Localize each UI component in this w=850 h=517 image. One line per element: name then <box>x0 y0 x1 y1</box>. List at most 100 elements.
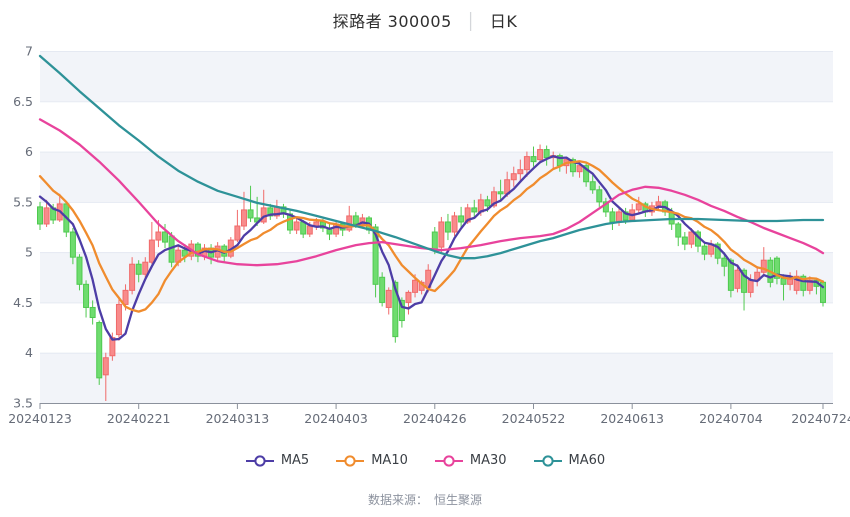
candle[interactable] <box>359 217 366 225</box>
candle[interactable] <box>688 231 695 245</box>
candle[interactable] <box>392 281 399 338</box>
legend-item-ma10[interactable]: MA10 <box>335 453 408 468</box>
candle[interactable] <box>675 223 682 238</box>
candle[interactable] <box>293 221 300 231</box>
candle[interactable] <box>484 199 491 207</box>
candle[interactable] <box>319 221 326 229</box>
legend-label: MA60 <box>568 453 606 468</box>
candle[interactable] <box>721 257 728 267</box>
x-axis-label: 20240123 <box>8 411 72 426</box>
x-axis: 20240123 20240221 20240313 20240403 20240426… <box>8 403 850 426</box>
price-bands <box>40 51 833 403</box>
candle[interactable] <box>622 211 629 221</box>
candle[interactable] <box>523 156 530 171</box>
candle[interactable] <box>576 165 583 173</box>
legend-item-ma30[interactable]: MA30 <box>434 453 507 468</box>
candle[interactable] <box>741 269 748 293</box>
candle[interactable] <box>122 289 129 305</box>
candle[interactable] <box>491 191 498 207</box>
legend-item-ma5[interactable]: MA5 <box>245 453 309 468</box>
candle[interactable] <box>458 215 465 223</box>
candle[interactable] <box>471 207 478 213</box>
candle[interactable] <box>135 263 142 275</box>
legend-label: MA10 <box>371 453 408 468</box>
candle[interactable] <box>438 221 445 248</box>
candle[interactable] <box>43 207 50 225</box>
data-source-label: 数据来源： <box>367 493 428 507</box>
candle[interactable] <box>412 279 419 293</box>
x-axis-label: 20240704 <box>699 411 763 426</box>
candle[interactable] <box>306 225 313 235</box>
candle[interactable] <box>589 181 596 191</box>
candle[interactable] <box>385 289 392 308</box>
candle[interactable] <box>372 226 379 285</box>
candle[interactable] <box>747 279 754 293</box>
candle[interactable] <box>142 261 149 275</box>
candle[interactable] <box>129 263 136 291</box>
candle[interactable] <box>773 257 780 279</box>
candle[interactable] <box>155 231 162 241</box>
candle[interactable] <box>537 149 544 161</box>
candle[interactable] <box>83 283 90 308</box>
kline-chart[interactable]: 20240123 20240221 20240313 20240403 20240426… <box>0 0 850 450</box>
x-axis-label: 20240403 <box>304 411 368 426</box>
y-axis-label: 6.5 <box>13 94 33 109</box>
candle[interactable] <box>806 279 813 291</box>
candle[interactable] <box>464 207 471 223</box>
candle[interactable] <box>655 201 662 207</box>
candle[interactable] <box>727 259 734 291</box>
chart-title: 探路者 300005 │ 日K <box>0 8 850 32</box>
candle[interactable] <box>760 259 767 273</box>
candle[interactable] <box>510 173 517 181</box>
candle[interactable] <box>37 206 43 225</box>
candle[interactable] <box>734 269 741 289</box>
candle[interactable] <box>76 256 83 285</box>
candle[interactable] <box>89 306 96 319</box>
legend-item-ma60[interactable]: MA60 <box>533 453 606 468</box>
candle[interactable] <box>431 231 438 251</box>
candle[interactable] <box>352 215 359 225</box>
data-source-value: 恒生聚源 <box>434 493 483 507</box>
candle[interactable] <box>405 291 412 303</box>
y-axis-label: 3.5 <box>13 396 33 411</box>
candle[interactable] <box>780 277 787 285</box>
candle[interactable] <box>569 159 576 173</box>
y-axis-label: 5.5 <box>13 194 33 209</box>
candle[interactable] <box>247 209 254 219</box>
candle[interactable] <box>444 221 451 233</box>
candle[interactable] <box>635 203 642 211</box>
candle[interactable] <box>96 322 103 379</box>
candle[interactable] <box>267 207 274 217</box>
title-kline-type: 日K <box>489 12 518 31</box>
candle[interactable] <box>162 231 169 243</box>
candle[interactable] <box>102 357 109 376</box>
candle[interactable] <box>379 276 386 303</box>
candle[interactable] <box>234 225 241 241</box>
candle[interactable] <box>609 211 616 223</box>
candle[interactable] <box>115 303 122 336</box>
candle[interactable] <box>69 231 76 258</box>
candle[interactable] <box>240 209 247 227</box>
y-axis-label: 4.5 <box>13 295 33 310</box>
legend-label: MA30 <box>469 453 507 468</box>
candle[interactable] <box>701 245 708 255</box>
candle[interactable] <box>300 221 307 235</box>
candles-group[interactable] <box>37 144 826 401</box>
candle[interactable] <box>543 149 550 159</box>
candle[interactable] <box>616 211 623 223</box>
candle[interactable] <box>451 215 458 233</box>
candle[interactable] <box>583 165 590 183</box>
y-axis-label: 7 <box>25 44 33 59</box>
candle[interactable] <box>530 156 537 163</box>
x-axis-label: 20240724 <box>791 411 850 426</box>
legend-marker-ma5-icon <box>245 454 274 467</box>
candle[interactable] <box>596 189 603 203</box>
y-axis-label: 6 <box>25 144 33 159</box>
candle[interactable] <box>398 299 405 322</box>
y-axis-label: 4 <box>25 345 33 360</box>
candle[interactable] <box>148 239 155 263</box>
candle[interactable] <box>517 169 524 175</box>
candle[interactable] <box>681 236 688 245</box>
candle[interactable] <box>800 275 807 291</box>
candle[interactable] <box>497 191 504 195</box>
